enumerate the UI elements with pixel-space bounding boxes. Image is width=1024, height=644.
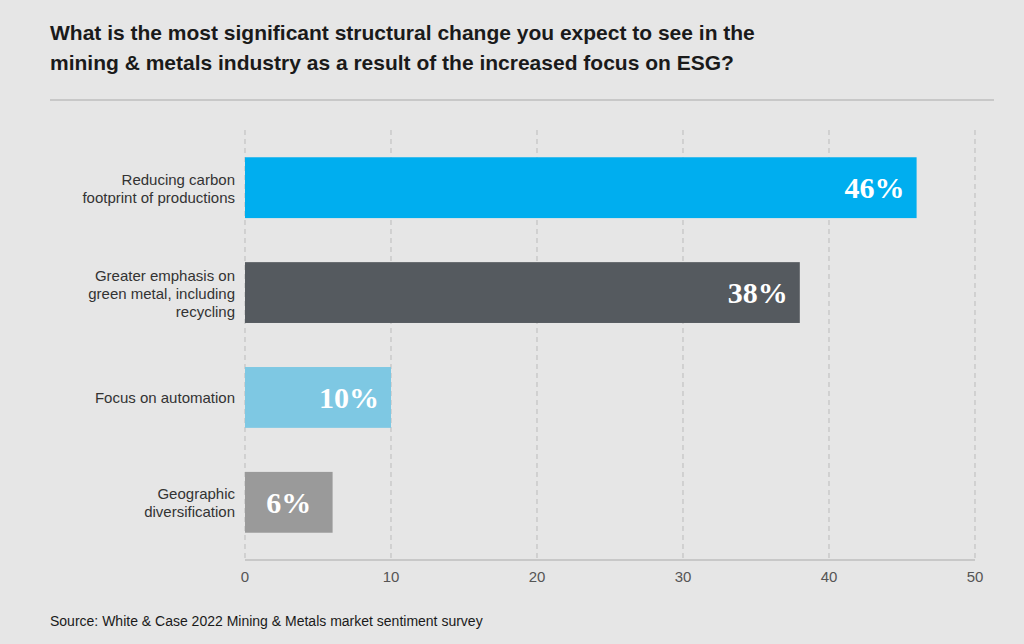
y-tick-label: Reducing carbonfootprint of productions — [82, 170, 235, 205]
x-tick-label: 20 — [529, 568, 546, 585]
bars — [245, 157, 917, 532]
x-axis-line — [245, 560, 975, 561]
source-note: Source: White & Case 2022 Mining & Metal… — [50, 613, 483, 629]
y-tick-label: Geographicdiversification — [144, 485, 235, 520]
data-label: 38% — [728, 276, 788, 309]
separator — [50, 99, 994, 100]
bar — [245, 472, 333, 533]
x-tick-label: 0 — [241, 568, 249, 585]
bar — [245, 262, 800, 323]
grid-line — [975, 130, 976, 560]
y-tick-label: Focus on automation — [95, 389, 235, 406]
x-tick-label: 50 — [967, 568, 984, 585]
bar — [245, 367, 391, 428]
x-tick-label: 10 — [383, 568, 400, 585]
bar — [245, 157, 917, 218]
data-label: 46% — [845, 171, 905, 204]
title: What is the most significant structural … — [50, 21, 755, 74]
y-tick-label: Greater emphasis ongreen metal, includin… — [88, 266, 235, 319]
data-label: 10% — [319, 381, 379, 414]
x-tick-label: 30 — [675, 568, 692, 585]
background — [0, 0, 1024, 644]
data-label: 6% — [266, 486, 311, 519]
x-tick-label: 40 — [821, 568, 838, 585]
chart: What is the most significant structural … — [0, 0, 1024, 644]
